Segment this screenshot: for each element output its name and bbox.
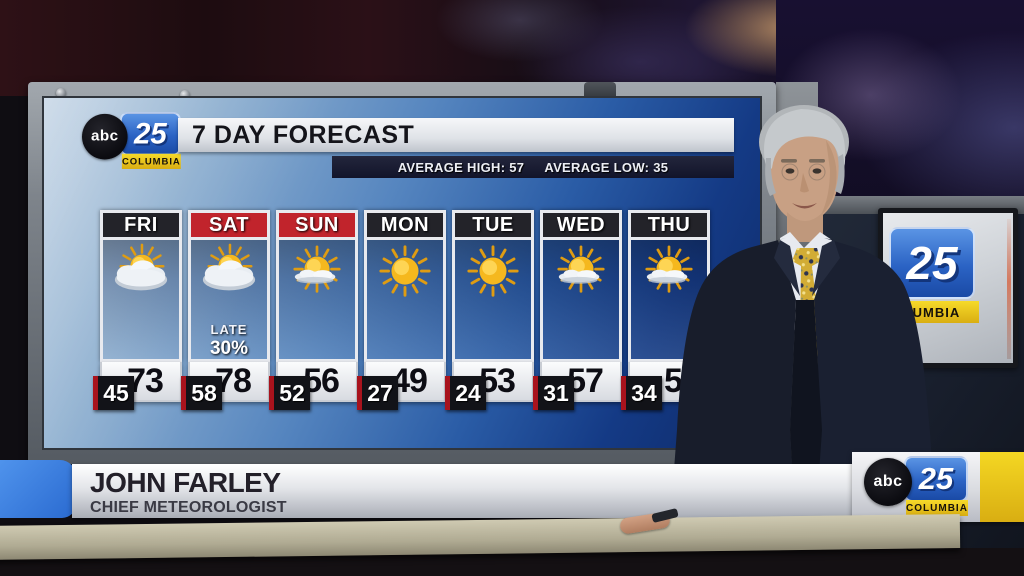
low-temp: 34 (621, 376, 662, 410)
abc-circle-icon: abc (82, 113, 128, 160)
weather-icon-mostly-cloudy (108, 243, 174, 301)
weather-icon-sunny (372, 243, 438, 301)
forecast-day-column: SUN 56 52 (269, 210, 358, 410)
day-panel: FRI (100, 210, 182, 362)
weather-icon-partly-cloudy (636, 243, 702, 301)
logo-number: 25 (134, 116, 167, 150)
day-panel: SUN (276, 210, 358, 362)
logo-city: COLUMBIA (121, 156, 181, 167)
average-low-label: AVERAGE LOW: 35 (544, 159, 669, 175)
forecast-title: 7 DAY FORECAST (192, 120, 415, 149)
day-name: WED (543, 213, 619, 240)
logo-abc: abc (873, 473, 903, 490)
presenter-name: JOHN FARLEY (90, 467, 281, 498)
forecast-day-column: SAT LATE 30% 78 58 (181, 210, 270, 410)
logo-abc: abc (90, 128, 119, 145)
forecast-title-bar: 7 DAY FORECAST (178, 118, 734, 152)
logo-city-strip: COLUMBIA (906, 500, 968, 516)
day-body: LATE 30% (191, 243, 267, 362)
day-body (103, 243, 179, 362)
side-monitor-city: LUMBIA (903, 304, 961, 320)
day-name: MON (367, 213, 443, 240)
abc-circle-icon: abc (864, 458, 912, 506)
low-temp: 45 (93, 376, 134, 410)
high-temp-plate: 53 (452, 362, 534, 402)
forecast-day-column: FRI 73 45 (93, 210, 182, 410)
low-temp: 52 (269, 376, 310, 410)
day-panel: MON (364, 210, 446, 362)
day-body (543, 243, 619, 362)
low-temp: 31 (533, 376, 574, 410)
day-name: SAT (191, 213, 267, 240)
high-temp: 5 (664, 361, 683, 400)
lower-third: JOHN FARLEY CHIEF METEOROLOGIST 25 abc C… (0, 452, 1024, 522)
logo-number-box: 25 (904, 456, 968, 502)
day-name: TUE (455, 213, 531, 240)
forecast-days-row: FRI 73 45 SAT LATE 30% 78 58 SUN (93, 210, 710, 410)
frame-screw-icon (56, 88, 66, 98)
forecast-day-column: THU 5 34 (621, 210, 710, 410)
low-temp: 24 (445, 376, 486, 410)
averages-bar: AVERAGE HIGH: 57 AVERAGE LOW: 35 (332, 156, 734, 178)
weather-icon-partly-cloudy (548, 243, 614, 301)
logo-number: 25 (918, 461, 954, 496)
frame-screw-icon (180, 90, 190, 100)
yellow-band (980, 452, 1024, 522)
day-panel: WED (540, 210, 622, 362)
weather-icon-mostly-cloudy (196, 243, 262, 301)
day-body (631, 243, 707, 362)
forecast-day-column: WED 57 31 (533, 210, 622, 410)
forecast-day-column: MON 49 27 (357, 210, 446, 410)
low-temp: 58 (181, 376, 222, 410)
day-body (367, 243, 443, 362)
presenter-title: CHIEF METEOROLOGIST (90, 499, 287, 516)
low-temp: 27 (357, 376, 398, 410)
day-name: FRI (103, 213, 179, 240)
day-name: THU (631, 213, 707, 240)
average-high-label: AVERAGE HIGH: 57 (397, 159, 525, 175)
station-logo: 25 abc COLUMBIA (864, 456, 968, 518)
day-panel: SAT LATE 30% (188, 210, 270, 362)
weather-icon-partly-cloudy (284, 243, 350, 301)
precip-timing-label: LATE (210, 322, 248, 337)
precip-chance-label: 30% (209, 338, 249, 359)
day-body (279, 243, 355, 362)
station-logo: 25 abc COLUMBIA (82, 112, 181, 171)
day-body (455, 243, 531, 362)
logo-city-strip: COLUMBIA (121, 153, 181, 169)
monitor-glint (1007, 219, 1011, 359)
logo-city: COLUMBIA (906, 502, 968, 514)
day-name: SUN (279, 213, 355, 240)
lower-third-logo-plate: 25 abc COLUMBIA (852, 452, 1024, 522)
forecast-day-column: TUE 53 24 (445, 210, 534, 410)
weather-icon-sunny (460, 243, 526, 301)
side-monitor-number: 25 (906, 237, 958, 289)
day-panel: TUE (452, 210, 534, 362)
lower-third-accent-box (0, 460, 76, 518)
